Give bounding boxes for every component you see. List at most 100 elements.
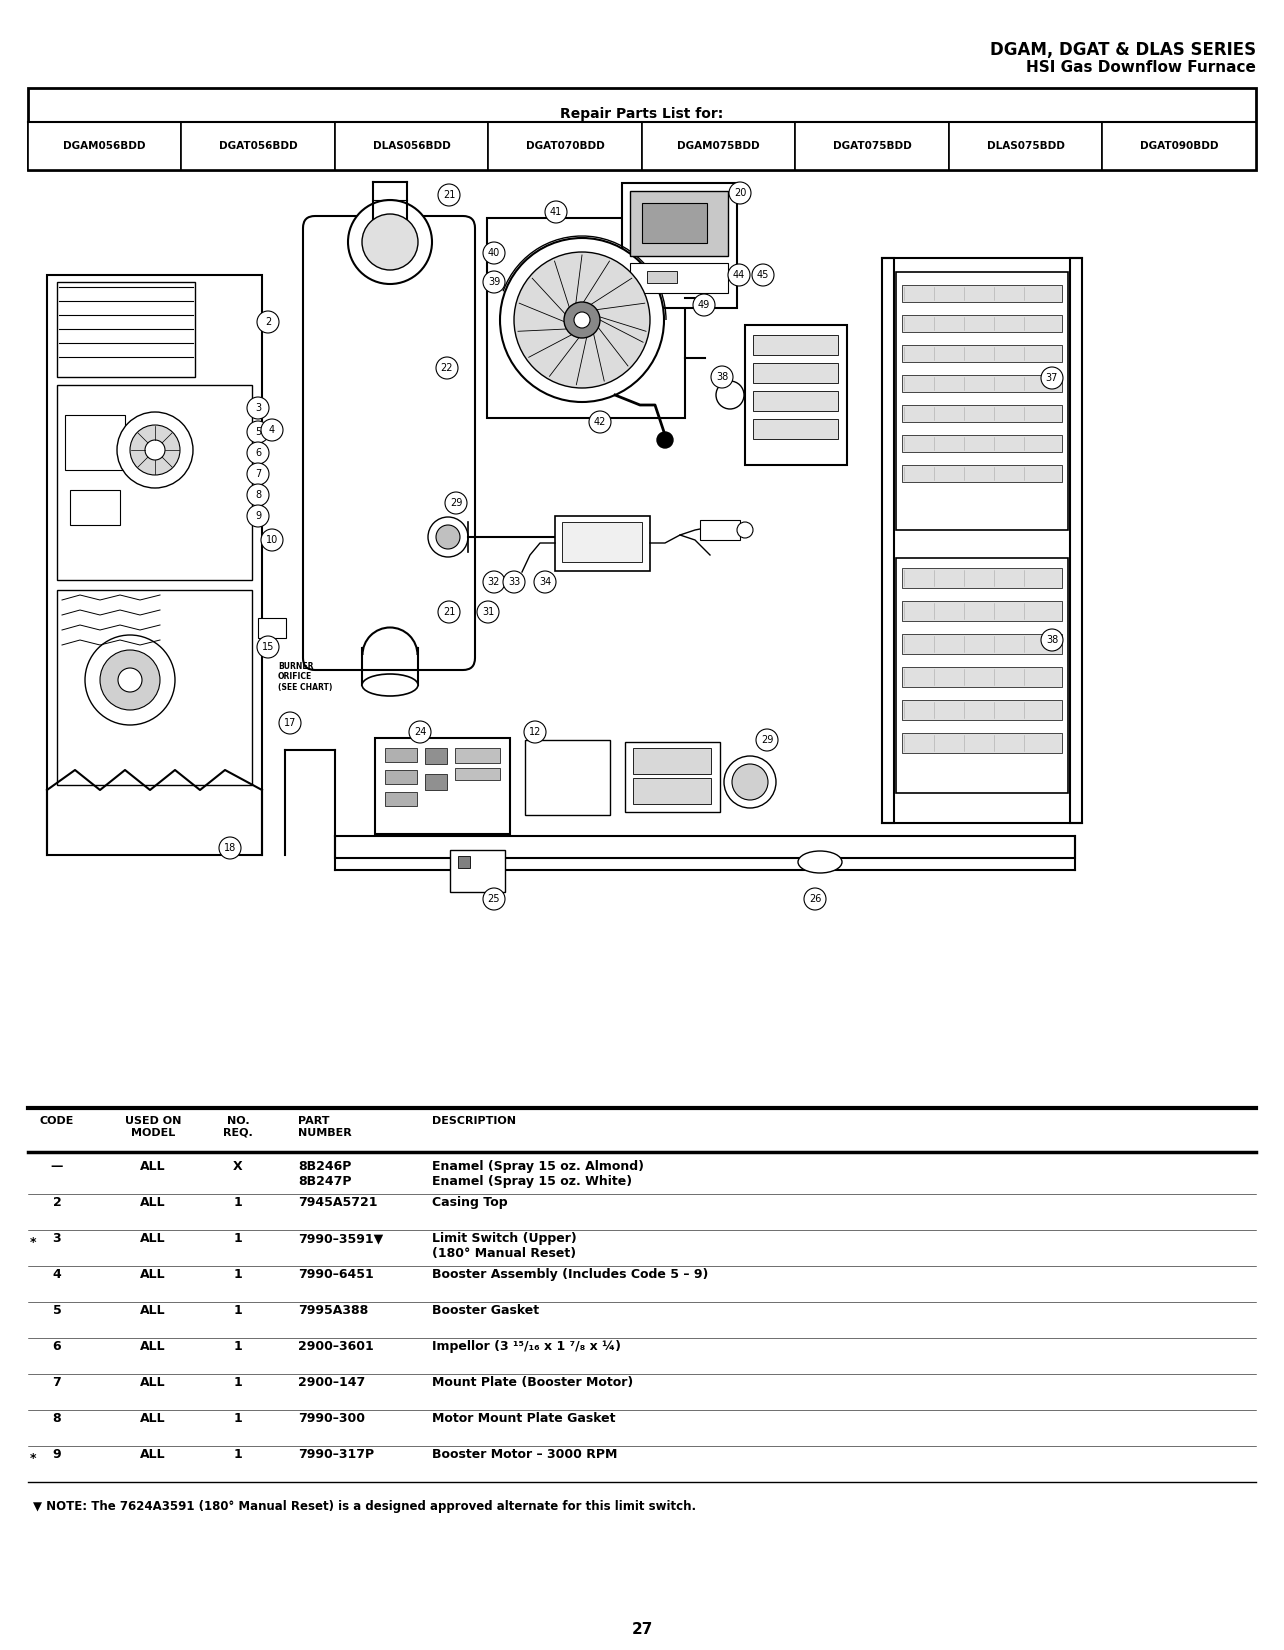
Text: 21: 21 <box>443 190 456 200</box>
Text: 34: 34 <box>539 578 551 587</box>
Text: 7995A388: 7995A388 <box>298 1304 369 1317</box>
Circle shape <box>85 635 175 724</box>
Text: Motor Mount Plate Gasket: Motor Mount Plate Gasket <box>431 1412 615 1426</box>
Text: Booster Assembly (Includes Code 5 – 9): Booster Assembly (Includes Code 5 – 9) <box>431 1267 709 1280</box>
Bar <box>630 191 728 256</box>
Text: 9: 9 <box>256 512 261 521</box>
Ellipse shape <box>362 673 419 696</box>
Text: Mount Plate (Booster Motor): Mount Plate (Booster Motor) <box>431 1376 633 1389</box>
Text: ALL: ALL <box>140 1340 166 1353</box>
Text: 3: 3 <box>53 1233 62 1246</box>
Text: 29: 29 <box>761 734 773 746</box>
Circle shape <box>693 294 715 317</box>
Text: DGAM, DGAT & DLAS SERIES: DGAM, DGAT & DLAS SERIES <box>990 41 1256 59</box>
Text: 39: 39 <box>488 277 501 287</box>
Circle shape <box>483 271 505 294</box>
Text: 33: 33 <box>508 578 520 587</box>
Bar <box>896 272 1068 530</box>
Bar <box>901 465 1062 482</box>
Bar <box>28 87 1256 170</box>
Circle shape <box>483 888 505 911</box>
Text: 7945A5721: 7945A5721 <box>298 1196 377 1209</box>
Bar <box>752 335 838 355</box>
Text: 8: 8 <box>256 490 261 500</box>
Text: 10: 10 <box>266 535 279 544</box>
Circle shape <box>724 756 776 808</box>
Text: —: — <box>51 1160 63 1173</box>
Text: 24: 24 <box>413 728 426 738</box>
Circle shape <box>257 635 279 658</box>
Bar <box>1070 257 1082 823</box>
Bar <box>525 739 610 815</box>
Bar <box>700 520 740 540</box>
Circle shape <box>657 432 673 449</box>
Text: 6: 6 <box>53 1340 62 1353</box>
Bar <box>488 122 642 170</box>
Bar <box>56 384 252 581</box>
Circle shape <box>428 516 467 558</box>
Text: DGAT090BDD: DGAT090BDD <box>1140 140 1219 152</box>
Text: DGAM056BDD: DGAM056BDD <box>63 140 146 152</box>
Text: 27: 27 <box>632 1622 652 1637</box>
Circle shape <box>247 505 270 526</box>
Text: DLAS075BDD: DLAS075BDD <box>987 140 1064 152</box>
Circle shape <box>752 264 774 285</box>
Text: *: * <box>30 1452 36 1465</box>
Bar <box>647 271 677 284</box>
Circle shape <box>100 650 160 710</box>
Text: 4: 4 <box>53 1267 62 1280</box>
Text: Impellor (3 ¹⁵/₁₆ x 1 ⁷/₈ x ¼): Impellor (3 ¹⁵/₁₆ x 1 ⁷/₈ x ¼) <box>431 1340 621 1353</box>
Text: 12: 12 <box>529 728 541 738</box>
Bar <box>901 601 1062 620</box>
Text: ALL: ALL <box>140 1304 166 1317</box>
Circle shape <box>247 398 270 419</box>
Bar <box>745 325 847 465</box>
Text: NO.
REQ.: NO. REQ. <box>223 1115 253 1137</box>
Text: ALL: ALL <box>140 1233 166 1246</box>
Circle shape <box>544 201 568 223</box>
Text: 26: 26 <box>809 894 822 904</box>
Text: 7990–317P: 7990–317P <box>298 1449 374 1460</box>
Text: 41: 41 <box>550 206 562 218</box>
Text: X: X <box>234 1160 243 1173</box>
Bar <box>455 767 499 780</box>
Text: DLAS056BDD: DLAS056BDD <box>372 140 451 152</box>
Bar <box>752 391 838 411</box>
Bar <box>901 634 1062 653</box>
Bar <box>425 774 447 790</box>
Bar <box>796 122 949 170</box>
Ellipse shape <box>797 851 842 873</box>
Text: 1: 1 <box>234 1449 243 1460</box>
Text: 18: 18 <box>223 843 236 853</box>
Text: CODE: CODE <box>40 1115 74 1125</box>
Bar <box>385 771 417 784</box>
Circle shape <box>438 601 460 624</box>
Text: 5: 5 <box>256 427 261 437</box>
Bar <box>901 375 1062 393</box>
Text: HSI Gas Downflow Furnace: HSI Gas Downflow Furnace <box>1026 61 1256 76</box>
Bar <box>642 203 707 243</box>
Bar <box>65 416 125 470</box>
Circle shape <box>483 571 505 592</box>
Text: DESCRIPTION: DESCRIPTION <box>431 1115 516 1125</box>
Text: 9: 9 <box>53 1449 62 1460</box>
Circle shape <box>589 411 611 432</box>
Text: ▼ NOTE: The 7624A3591 (180° Manual Reset) is a designed approved alternate for t: ▼ NOTE: The 7624A3591 (180° Manual Reset… <box>33 1500 696 1513</box>
Text: 8: 8 <box>53 1412 62 1426</box>
Circle shape <box>247 483 270 507</box>
Text: 1: 1 <box>234 1304 243 1317</box>
Text: 32: 32 <box>488 578 501 587</box>
Bar <box>752 363 838 383</box>
Bar <box>375 738 510 833</box>
Text: 21: 21 <box>443 607 456 617</box>
Circle shape <box>118 668 143 691</box>
Text: DGAM075BDD: DGAM075BDD <box>678 140 760 152</box>
Circle shape <box>261 419 282 441</box>
Text: 29: 29 <box>449 498 462 508</box>
Circle shape <box>716 381 743 409</box>
Text: 38: 38 <box>1046 635 1058 645</box>
Text: DGAT056BDD: DGAT056BDD <box>220 140 298 152</box>
Text: ALL: ALL <box>140 1412 166 1426</box>
Text: USED ON
MODEL: USED ON MODEL <box>125 1115 181 1137</box>
Text: 49: 49 <box>698 300 710 310</box>
